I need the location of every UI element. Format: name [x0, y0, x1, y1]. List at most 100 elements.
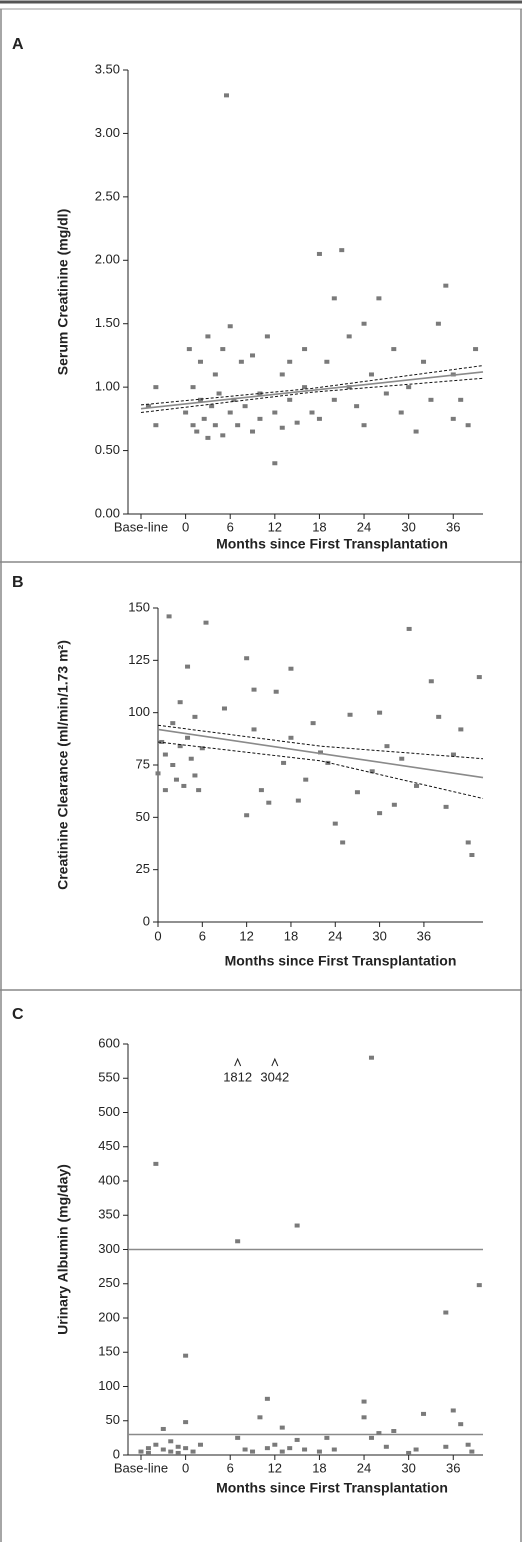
data-point	[203, 620, 209, 625]
data-point	[376, 296, 382, 301]
data-point	[242, 404, 248, 409]
data-point	[384, 744, 390, 749]
y-tick-label: 250	[98, 1275, 120, 1290]
data-point	[264, 1396, 270, 1401]
y-tick-label: 150	[128, 599, 150, 614]
data-point	[435, 321, 441, 326]
data-point	[250, 353, 256, 358]
y-tick-label: 125	[128, 652, 150, 667]
y-tick-label: 200	[98, 1309, 120, 1324]
data-point	[196, 788, 202, 793]
data-point	[391, 347, 397, 352]
data-point	[251, 687, 257, 692]
data-point	[391, 802, 397, 807]
data-point	[273, 689, 279, 694]
x-tick-label: 6	[227, 1460, 234, 1475]
data-point	[294, 420, 300, 425]
y-tick-label: 150	[98, 1344, 120, 1359]
data-point	[194, 429, 200, 434]
data-point	[354, 790, 360, 795]
data-point	[324, 1435, 330, 1440]
data-point	[145, 1446, 151, 1451]
data-point	[361, 423, 367, 428]
data-point	[227, 324, 233, 329]
y-tick-label: 50	[136, 809, 150, 824]
x-tick-label: 0	[182, 519, 189, 534]
data-point	[235, 1239, 241, 1244]
data-point	[205, 334, 211, 339]
y-tick-label: 50	[106, 1412, 120, 1427]
data-point	[272, 461, 278, 466]
data-point	[309, 410, 315, 415]
data-point	[287, 359, 293, 364]
y-axis-title: Urinary Albumin (mg/day)	[55, 1164, 71, 1335]
data-point	[361, 1399, 367, 1404]
data-point	[258, 788, 264, 793]
data-point	[458, 727, 464, 732]
data-point	[145, 404, 151, 409]
y-tick-label: 0.00	[95, 505, 120, 520]
data-point	[443, 804, 449, 809]
data-point	[162, 788, 168, 793]
data-point	[476, 675, 482, 680]
x-tick-label: 6	[199, 928, 206, 943]
data-point	[145, 1450, 151, 1455]
data-point	[227, 410, 233, 415]
data-point	[450, 752, 456, 757]
data-point	[183, 410, 189, 415]
data-point	[294, 1437, 300, 1442]
data-point	[168, 1449, 174, 1454]
data-point	[369, 769, 375, 774]
data-point	[346, 385, 352, 390]
y-tick-label: 2.50	[95, 188, 120, 203]
data-point	[192, 773, 198, 778]
data-point	[406, 626, 412, 631]
data-point	[153, 423, 159, 428]
y-tick-label: 450	[98, 1138, 120, 1153]
x-tick-label: 12	[239, 928, 253, 943]
data-point	[295, 798, 301, 803]
x-axis-title: Months since First Transplantation	[216, 536, 448, 552]
data-point	[421, 359, 427, 364]
data-point	[279, 425, 285, 430]
y-tick-label: 400	[98, 1172, 120, 1187]
data-point	[272, 1442, 278, 1447]
y-tick-label: 600	[98, 1035, 120, 1050]
x-tick-label: 24	[328, 928, 342, 943]
off-scale-label: 3042	[260, 1069, 289, 1084]
data-point	[279, 1449, 285, 1454]
data-point	[162, 752, 168, 757]
x-tick-label: 18	[312, 519, 326, 534]
y-tick-label: 0	[143, 913, 150, 928]
fit-line	[157, 728, 484, 779]
x-tick-label: 6	[227, 519, 234, 534]
y-tick-label: 0.50	[95, 442, 120, 457]
data-point	[244, 813, 250, 818]
data-point	[413, 429, 419, 434]
data-point	[264, 334, 270, 339]
data-point	[443, 1310, 449, 1315]
data-point	[160, 1447, 166, 1452]
off-scale-label: 1812	[223, 1069, 252, 1084]
data-point	[302, 1447, 308, 1452]
data-point	[177, 744, 183, 749]
data-point	[377, 710, 383, 715]
panel-letter: A	[12, 36, 24, 53]
data-point	[235, 423, 241, 428]
x-tick-label: 0	[182, 1460, 189, 1475]
x-axis-title: Months since First Transplantation	[216, 1480, 448, 1496]
data-point	[279, 1425, 285, 1430]
data-point	[197, 397, 203, 402]
data-point	[199, 746, 205, 751]
x-tick-label: 30	[401, 519, 415, 534]
ci-upper-line	[157, 724, 484, 760]
data-point	[188, 756, 194, 761]
x-tick-label: 12	[268, 519, 282, 534]
y-tick-label: 1.00	[95, 379, 120, 394]
data-point	[316, 416, 322, 421]
data-point	[302, 347, 308, 352]
data-point	[450, 1408, 456, 1413]
ci-lower-line	[140, 377, 484, 414]
panel-letter: C	[12, 1006, 24, 1023]
data-point	[391, 1429, 397, 1434]
